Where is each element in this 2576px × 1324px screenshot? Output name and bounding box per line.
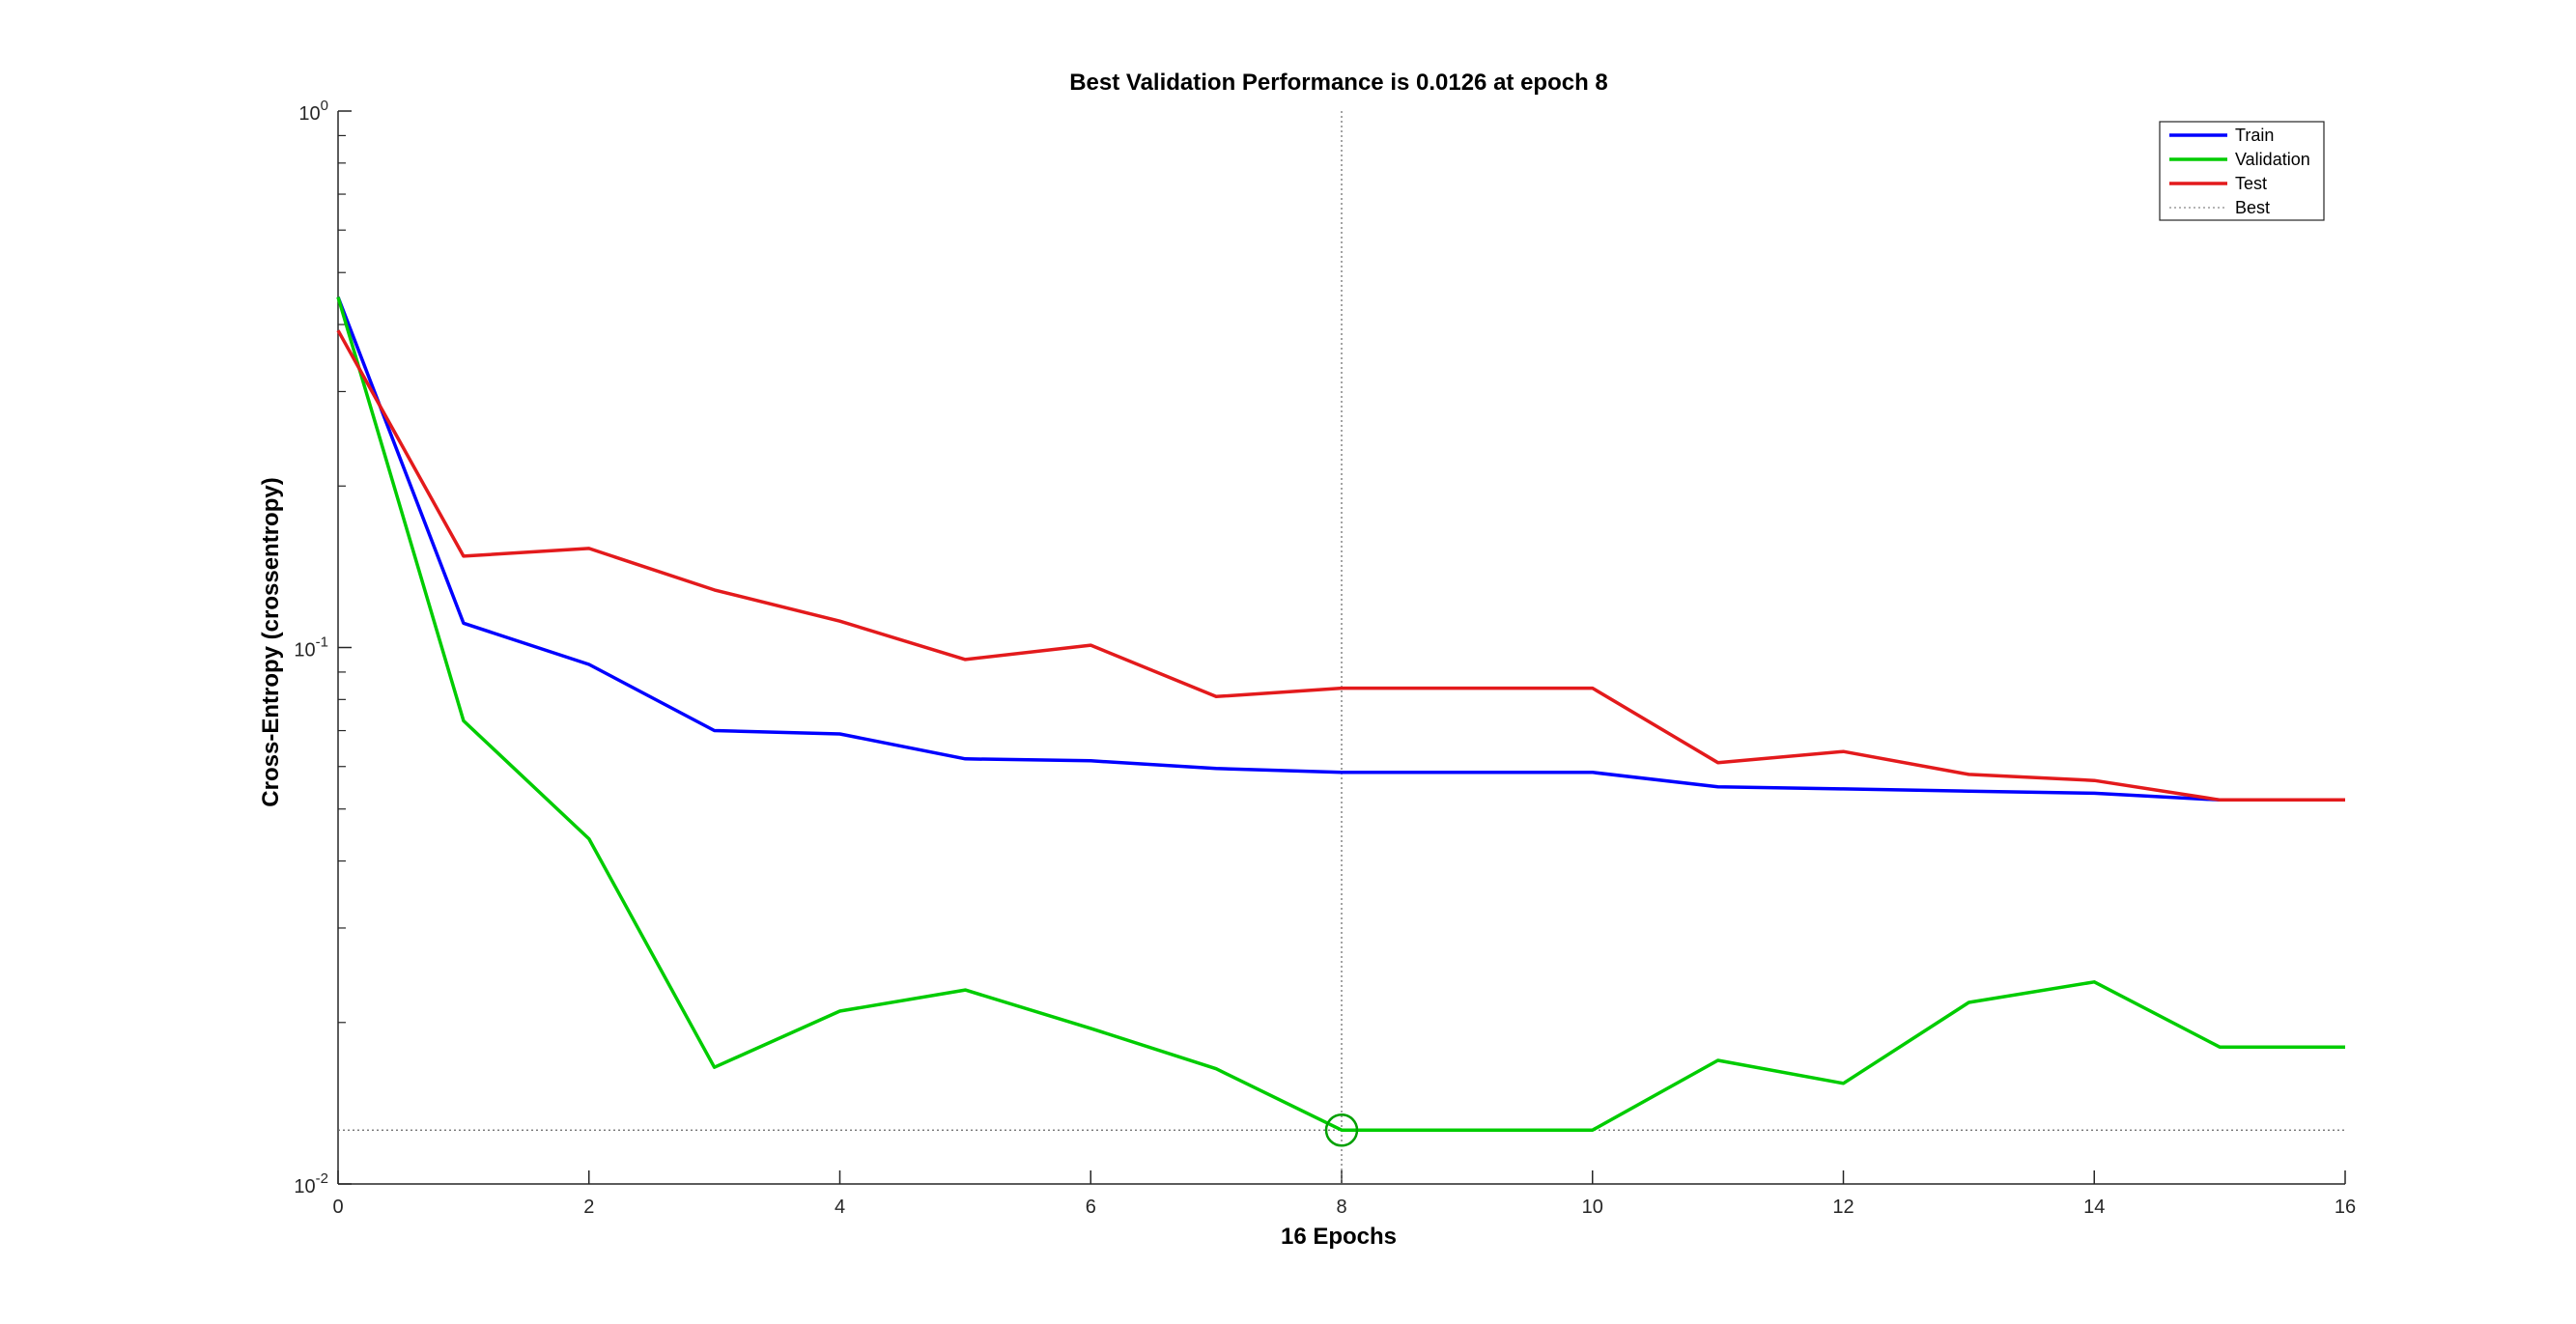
best-marker xyxy=(1324,1113,1359,1147)
x-tick-label: 0 xyxy=(332,1197,343,1218)
y-axis-ticks: 100 10-1 10-2 xyxy=(294,98,352,1197)
best-guides xyxy=(338,111,2345,1184)
x-axis-label: 16 Epochs xyxy=(1281,1224,1397,1250)
x-tick-label: 8 xyxy=(1336,1197,1346,1218)
x-tick-label: 2 xyxy=(583,1197,594,1218)
legend-label-best: Best xyxy=(2235,198,2270,217)
legend-label-train: Train xyxy=(2235,126,2274,145)
x-tick-label: 14 xyxy=(2083,1197,2105,1218)
legend-label-validation: Validation xyxy=(2235,150,2310,169)
series-lines xyxy=(336,296,2345,1132)
y-tick-label: 10-2 xyxy=(294,1170,328,1197)
x-axis-ticks: 0 2 4 6 8 10 12 14 16 xyxy=(332,1170,2356,1218)
x-tick-label: 10 xyxy=(1582,1197,1603,1218)
legend-box xyxy=(2159,121,2325,221)
best-marker-group xyxy=(1324,1113,1359,1147)
legend-label-test: Test xyxy=(2235,174,2267,193)
chart-title: Best Validation Performance is 0.0126 at… xyxy=(1069,70,1608,96)
x-tick-label: 12 xyxy=(1832,1197,1854,1218)
y-tick-label: 100 xyxy=(298,98,328,125)
x-tick-label: 16 xyxy=(2335,1197,2356,1218)
legend: Train Validation Test Best xyxy=(2159,121,2325,221)
x-tick-label: 6 xyxy=(1086,1197,1096,1218)
y-axis-label: Cross-Entropy (crossentropy) xyxy=(258,477,284,806)
y-tick-label: 10-1 xyxy=(294,634,328,662)
series-line-validation xyxy=(336,296,2345,1132)
series-line-train xyxy=(336,296,2345,803)
series-line-test xyxy=(336,329,2345,803)
x-tick-label: 4 xyxy=(835,1197,845,1218)
